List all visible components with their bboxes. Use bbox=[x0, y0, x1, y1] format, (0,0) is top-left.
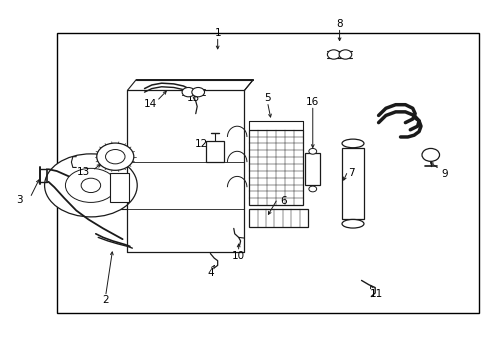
Circle shape bbox=[308, 186, 316, 192]
Text: 13: 13 bbox=[77, 167, 90, 177]
Ellipse shape bbox=[65, 168, 116, 202]
Circle shape bbox=[191, 87, 204, 97]
Text: 3: 3 bbox=[16, 195, 22, 205]
Ellipse shape bbox=[341, 139, 363, 148]
Circle shape bbox=[97, 143, 134, 170]
Text: 10: 10 bbox=[232, 251, 244, 261]
Circle shape bbox=[182, 87, 194, 97]
Circle shape bbox=[421, 148, 439, 161]
Text: 7: 7 bbox=[348, 168, 354, 178]
Ellipse shape bbox=[341, 220, 363, 228]
Circle shape bbox=[308, 148, 316, 154]
Ellipse shape bbox=[44, 154, 137, 217]
Text: 2: 2 bbox=[102, 295, 109, 305]
Text: 6: 6 bbox=[280, 196, 286, 206]
Text: 8: 8 bbox=[336, 19, 342, 29]
Text: 4: 4 bbox=[206, 267, 213, 278]
Bar bbox=[341, 148, 363, 220]
Bar bbox=[206, 140, 224, 162]
Text: 5: 5 bbox=[264, 93, 270, 103]
Circle shape bbox=[81, 178, 101, 193]
Text: 14: 14 bbox=[144, 99, 157, 109]
Circle shape bbox=[105, 149, 125, 164]
Bar bbox=[249, 209, 307, 226]
Bar bbox=[110, 173, 129, 202]
Text: 16: 16 bbox=[305, 97, 319, 107]
Circle shape bbox=[338, 50, 351, 59]
Text: 1: 1 bbox=[214, 28, 221, 38]
Bar bbox=[57, 33, 478, 313]
Text: 15: 15 bbox=[186, 93, 200, 103]
Text: 11: 11 bbox=[369, 289, 382, 299]
Bar bbox=[305, 153, 320, 185]
Circle shape bbox=[327, 50, 339, 59]
Bar bbox=[249, 130, 303, 205]
Text: 12: 12 bbox=[195, 139, 208, 149]
Text: 9: 9 bbox=[440, 168, 447, 179]
